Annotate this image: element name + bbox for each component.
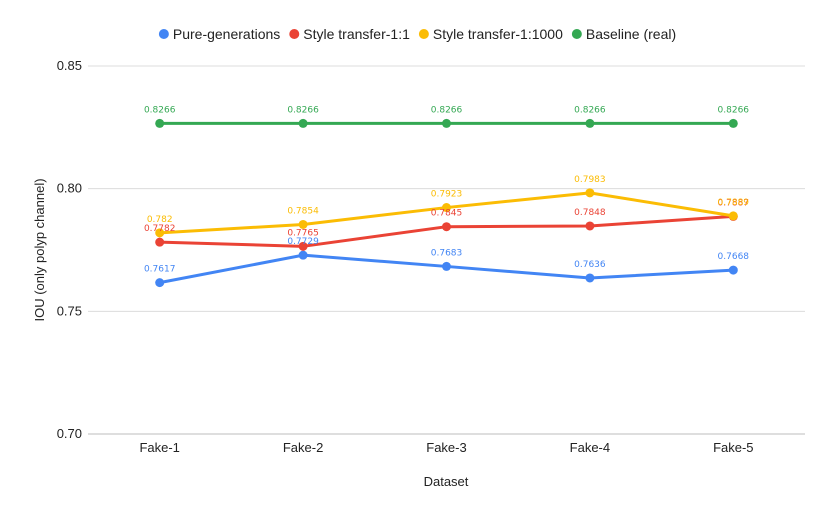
data-point [585, 221, 595, 231]
data-label: 0.8266 [287, 105, 319, 115]
y-tick-label: 0.70 [57, 426, 82, 441]
x-axis-title: Dataset [424, 474, 469, 489]
data-label: 0.8266 [718, 105, 750, 115]
data-label: 0.7729 [287, 237, 319, 247]
data-label: 0.7683 [431, 248, 463, 258]
data-label: 0.7887 [718, 198, 750, 208]
data-point [585, 188, 595, 198]
data-label: 0.8266 [574, 105, 606, 115]
legend-item: Baseline (real) [571, 26, 676, 42]
data-label: 0.7854 [287, 206, 319, 216]
data-point [155, 278, 165, 288]
data-label: 0.7848 [574, 208, 606, 218]
data-point [585, 273, 595, 283]
legend-label: Pure-generations [173, 26, 280, 42]
data-label: 0.7782 [144, 224, 176, 234]
data-point [585, 118, 595, 128]
data-point [155, 228, 165, 238]
data-labels-layer: 0.7617 0.7729 0.7683 0.7636 0.7668 0.7782 0.77… [144, 105, 749, 274]
legend-marker [158, 29, 169, 39]
data-label: 0.7889 [718, 198, 750, 208]
y-tick-label: 0.75 [57, 303, 82, 318]
x-tick-label: Fake-3 [426, 440, 466, 455]
series-line [159, 214, 734, 248]
data-point [442, 118, 451, 128]
data-point [442, 222, 451, 232]
legend-label: Baseline (real) [586, 26, 676, 42]
data-label: 0.7845 [431, 209, 463, 219]
data-point [155, 118, 165, 128]
data-point [298, 219, 308, 229]
y-tick-label: 0.85 [57, 58, 82, 73]
x-tick-label: Fake-2 [283, 440, 323, 455]
data-label: 0.8266 [144, 105, 176, 115]
y-axis-ticks: 0.70 0.75 0.80 0.85 [57, 58, 82, 441]
x-axis-ticks: Fake-1 Fake-2 Fake-3 Fake-4 Fake-5 [139, 440, 753, 455]
data-point [155, 237, 165, 247]
legend: Pure-generations Style transfer-1:1 Style … [158, 26, 676, 42]
y-axis-title: IOU (only polyp channel) [32, 178, 47, 321]
data-point [298, 241, 308, 251]
legend-item: Style transfer-1:1000 [418, 26, 563, 42]
legend-marker [571, 29, 582, 39]
data-point [442, 203, 451, 213]
series-3 [155, 118, 738, 128]
data-label: 0.782 [147, 215, 173, 225]
x-tick-label: Fake-1 [139, 440, 179, 455]
data-label: 0.7983 [574, 175, 606, 185]
data-point [298, 118, 308, 128]
data-point [728, 118, 738, 128]
x-tick-label: Fake-4 [570, 440, 610, 455]
data-label: 0.7923 [431, 190, 463, 200]
legend-marker [418, 29, 429, 39]
gridlines [88, 65, 805, 435]
data-label: 0.7765 [287, 228, 319, 238]
data-label: 0.8266 [431, 105, 463, 115]
legend-item: Style transfer-1:1 [289, 26, 410, 42]
data-label: 0.7636 [574, 260, 606, 270]
x-tick-label: Fake-5 [713, 440, 753, 455]
data-point [298, 250, 308, 260]
data-point [728, 265, 738, 275]
data-point [728, 211, 738, 221]
legend-label: Style transfer-1:1 [303, 26, 410, 42]
data-label: 0.7668 [718, 252, 750, 262]
series-0 [155, 250, 738, 288]
legend-marker [289, 29, 300, 39]
data-point [442, 261, 451, 271]
series-layer [155, 118, 738, 288]
series-2 [155, 188, 738, 238]
legend-label: Style transfer-1:1000 [433, 26, 563, 42]
y-tick-label: 0.80 [57, 181, 82, 196]
data-label: 0.7617 [144, 265, 176, 275]
legend-item: Pure-generations [158, 26, 280, 42]
